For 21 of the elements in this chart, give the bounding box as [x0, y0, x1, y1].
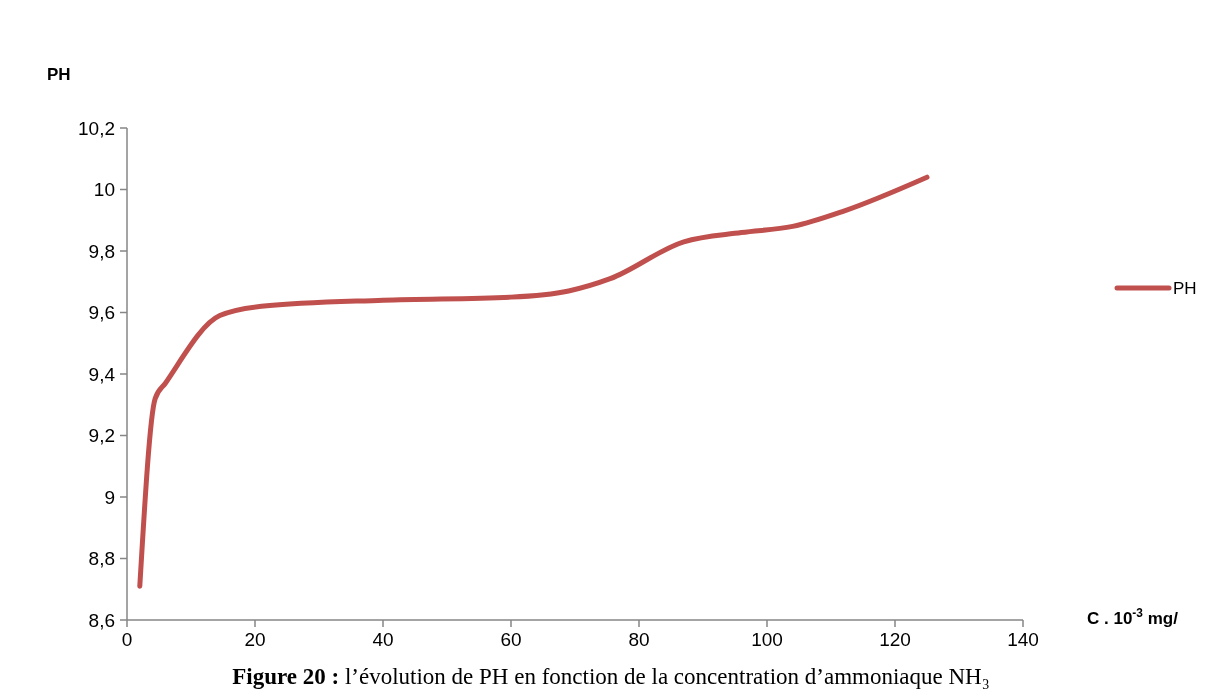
x-tick-label: 100 [751, 629, 783, 650]
x-tick-label: 140 [1007, 629, 1039, 650]
y-tick-label: 10 [93, 179, 115, 201]
y-tick-label: 10,2 [78, 117, 115, 139]
y-tick-label: 9,2 [88, 425, 115, 447]
legend-label: PH [1173, 278, 1197, 298]
y-tick-label: 9,8 [88, 240, 115, 262]
x-tick-label: 120 [879, 629, 911, 650]
y-tick-label: 8,6 [88, 609, 115, 631]
x-tick-label: 60 [500, 629, 522, 650]
x-tick-label: 20 [244, 629, 266, 650]
x-tick-label: 80 [628, 629, 650, 650]
y-tick-label: 9,4 [88, 363, 116, 385]
x-axis-title: C . 10$^{-3}$ mg/ [1087, 606, 1179, 628]
text: Figure 20 : l’évolution de PH en fonction de la concentration d’ammoniaque NH₃ [232, 664, 990, 689]
x-tick-label: 40 [372, 629, 394, 650]
x-tick-label: 0 [121, 629, 133, 650]
y-tick-label: 9,6 [88, 302, 115, 324]
y-tick-label: 8,8 [88, 548, 115, 570]
y-tick-label: 9 [104, 486, 115, 508]
y-axis-title: PH [47, 65, 71, 84]
